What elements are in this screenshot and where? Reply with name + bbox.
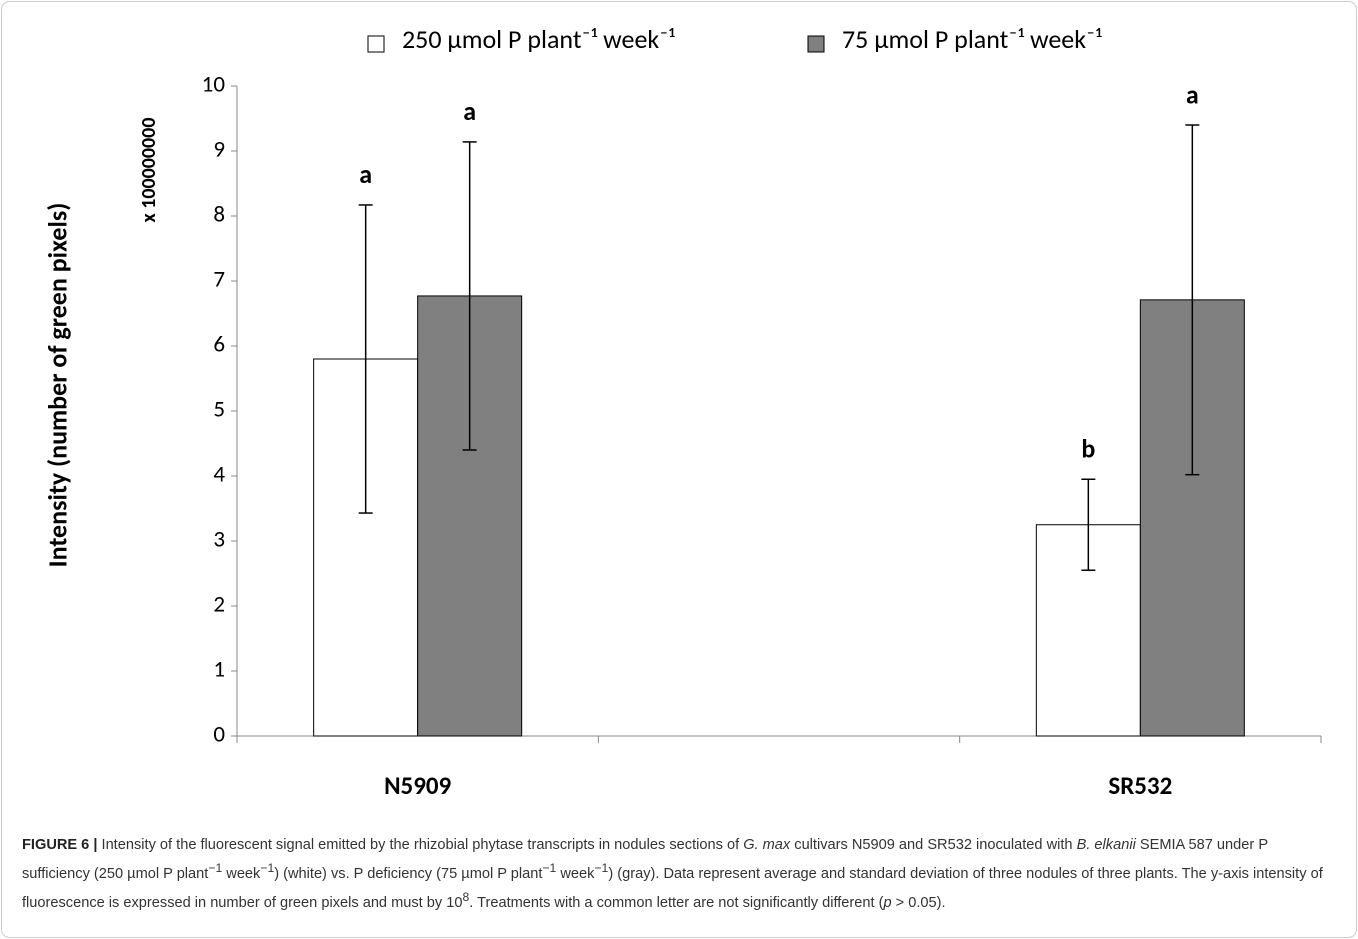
caption-text: week <box>556 865 595 882</box>
y-tick-label: 2 <box>213 590 225 618</box>
legend-label: 75 µmol P plant⁻¹ week⁻¹ <box>842 23 1102 55</box>
y-tick-label: 4 <box>213 460 225 488</box>
caption-text: ) (white) vs. P deficiency (75 µmol P pl… <box>274 865 543 882</box>
caption-text: −1 <box>208 861 223 875</box>
y-multiplier: x 100000000 <box>137 118 161 223</box>
y-tick-label: 9 <box>213 135 225 163</box>
significance-letter: a <box>359 158 372 190</box>
caption-text: B. elkanii <box>1076 837 1136 853</box>
y-tick-label: 0 <box>213 720 225 748</box>
caption-text: cultivars N5909 and SR532 inoculated wit… <box>790 837 1077 853</box>
significance-letter: a <box>1186 78 1199 110</box>
y-tick-label: 8 <box>213 200 225 228</box>
caption-text: −1 <box>594 861 609 875</box>
caption-text: G. max <box>743 837 791 853</box>
caption-text: 8 <box>462 889 470 904</box>
caption-text: > 0.05). <box>891 894 946 911</box>
y-tick-label: 1 <box>213 655 225 683</box>
legend-swatch <box>367 35 385 53</box>
y-tick-label: 10 <box>202 70 226 98</box>
caption-text: week <box>222 865 261 882</box>
x-tick-label: SR532 <box>1108 770 1172 801</box>
y-tick-label: 3 <box>213 525 225 553</box>
significance-letter: a <box>463 95 476 127</box>
caption-text: SEMIA 587 under P sufficiency (250 µmol … <box>22 837 1268 882</box>
y-axis-label: Intensity (number of green pixels) <box>41 203 73 568</box>
y-tick-label: 5 <box>213 395 225 423</box>
significance-letter: b <box>1081 433 1095 465</box>
caption-label: FIGURE 6 | <box>22 837 98 853</box>
caption-text: Intensity of the fluorescent signal emit… <box>101 837 744 853</box>
legend-swatch <box>807 35 825 53</box>
x-tick-label: N5909 <box>384 770 451 801</box>
y-tick-label: 7 <box>213 265 225 293</box>
y-tick-label: 6 <box>213 330 225 358</box>
caption-text: p <box>883 894 892 911</box>
caption-text: −1 <box>542 861 557 875</box>
caption-text: ) (gray). Data represent average and sta… <box>22 865 1323 911</box>
caption-text: −1 <box>260 861 275 875</box>
legend-label: 250 µmol P plant⁻¹ week⁻¹ <box>402 23 676 55</box>
caption: FIGURE 6 | Intensity of the fluorescent … <box>22 834 1338 915</box>
caption-text: . Treatments with a common letter are no… <box>469 894 884 911</box>
